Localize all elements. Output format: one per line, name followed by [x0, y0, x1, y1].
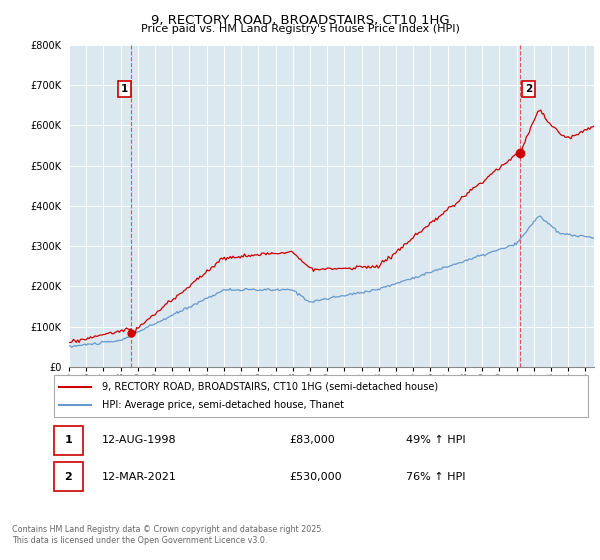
Text: HPI: Average price, semi-detached house, Thanet: HPI: Average price, semi-detached house,…	[102, 400, 344, 410]
Text: £83,000: £83,000	[289, 435, 335, 445]
Text: 76% ↑ HPI: 76% ↑ HPI	[406, 472, 466, 482]
Text: 49% ↑ HPI: 49% ↑ HPI	[406, 435, 466, 445]
Text: 12-AUG-1998: 12-AUG-1998	[102, 435, 176, 445]
Text: 1: 1	[121, 84, 128, 94]
Text: 2: 2	[525, 84, 532, 94]
Text: 12-MAR-2021: 12-MAR-2021	[102, 472, 177, 482]
FancyBboxPatch shape	[54, 375, 588, 417]
Text: 9, RECTORY ROAD, BROADSTAIRS, CT10 1HG (semi-detached house): 9, RECTORY ROAD, BROADSTAIRS, CT10 1HG (…	[102, 382, 438, 392]
Text: Price paid vs. HM Land Registry's House Price Index (HPI): Price paid vs. HM Land Registry's House …	[140, 24, 460, 34]
Text: 1: 1	[65, 435, 72, 445]
Text: Contains HM Land Registry data © Crown copyright and database right 2025.
This d: Contains HM Land Registry data © Crown c…	[12, 525, 324, 545]
Text: 2: 2	[65, 472, 72, 482]
Text: 9, RECTORY ROAD, BROADSTAIRS, CT10 1HG: 9, RECTORY ROAD, BROADSTAIRS, CT10 1HG	[151, 14, 449, 27]
Text: £530,000: £530,000	[289, 472, 341, 482]
FancyBboxPatch shape	[54, 426, 83, 455]
FancyBboxPatch shape	[54, 462, 83, 491]
